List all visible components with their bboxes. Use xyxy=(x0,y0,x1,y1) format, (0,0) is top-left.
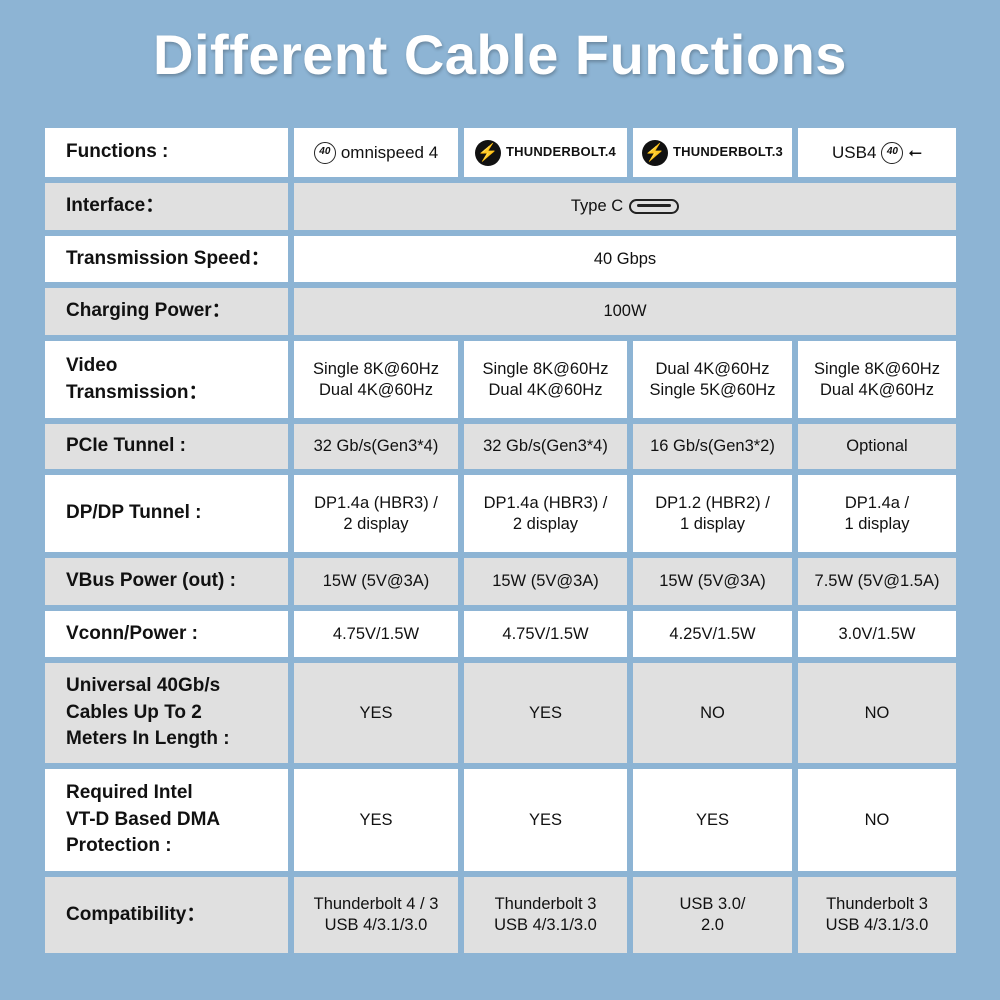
row-label-interface: Interface： xyxy=(45,183,288,230)
row-label-vbus-power-out: VBus Power (out) : xyxy=(45,558,288,605)
row-value-pcie-tunnel: 32 Gb/s(Gen3*4) xyxy=(294,424,458,469)
comparison-table: Functions : 40 omnispeed 4 ⚡ THUNDERBOLT.4… xyxy=(45,128,956,953)
row-value-dp-dp-tunnel: DP1.4a / 1 display xyxy=(798,475,956,552)
row-value-vbus-power-out: 15W (5V@3A) xyxy=(633,558,792,605)
row-label-charging-power: Charging Power： xyxy=(45,288,288,335)
row-value-dp-dp-tunnel: DP1.4a (HBR3) / 2 display xyxy=(464,475,627,552)
row-value-vconn-power: 4.75V/1.5W xyxy=(294,611,458,657)
omnispeed-logo-icon: 40 xyxy=(313,141,336,164)
row-value-vbus-power-out: 15W (5V@3A) xyxy=(294,558,458,605)
thunderbolt-icon: ⚡ xyxy=(475,139,501,166)
brand-name: THUNDERBOLT.4 xyxy=(506,144,616,160)
row-value-pcie-tunnel: 16 Gb/s(Gen3*2) xyxy=(633,424,792,469)
row-value-compatibility: Thunderbolt 4 / 3 USB 4/3.1/3.0 xyxy=(294,877,458,953)
brand-thunderbolt-3: ⚡ THUNDERBOLT.3 xyxy=(633,128,792,177)
row-label-vconn-power: Vconn/Power : xyxy=(45,611,288,657)
row-label-universal-40gb-s-cables-up-to-2-meters-in-length: Universal 40Gb/s Cables Up To 2 Meters I… xyxy=(45,663,288,763)
row-value-compatibility: Thunderbolt 3 USB 4/3.1/3.0 xyxy=(798,877,956,953)
brand-thunderbolt-4: ⚡ THUNDERBOLT.4 xyxy=(464,128,627,177)
row-value-pcie-tunnel: 32 Gb/s(Gen3*4) xyxy=(464,424,627,469)
value-text: Type C xyxy=(570,197,624,216)
brand-omnispeed: 40 omnispeed 4 xyxy=(294,128,458,177)
row-value-compatibility: Thunderbolt 3 USB 4/3.1/3.0 xyxy=(464,877,627,953)
brand-name: THUNDERBOLT.3 xyxy=(673,144,783,160)
row-value-pcie-tunnel: Optional xyxy=(798,424,956,469)
row-label-video-transmission: Video Transmission： xyxy=(45,341,288,418)
row-value-video-transmission: Single 8K@60Hz Dual 4K@60Hz xyxy=(294,341,458,418)
row-label-pcie-tunnel: PCIe Tunnel : xyxy=(45,424,288,469)
usb-trident-icon: ⭠ xyxy=(908,142,923,162)
row-value-required-intel-vt-d-based-dma-protection: YES xyxy=(633,769,792,871)
header-label: Functions : xyxy=(45,128,288,177)
row-label-compatibility: Compatibility： xyxy=(45,877,288,953)
usb4-40-logo-icon: 40 xyxy=(881,141,904,164)
row-value-universal-40gb-s-cables-up-to-2-meters-in-length: NO xyxy=(798,663,956,763)
row-value-required-intel-vt-d-based-dma-protection: YES xyxy=(294,769,458,871)
row-value-required-intel-vt-d-based-dma-protection: YES xyxy=(464,769,627,871)
row-value-video-transmission: Dual 4K@60Hz Single 5K@60Hz xyxy=(633,341,792,418)
row-value-vbus-power-out: 7.5W (5V@1.5A) xyxy=(798,558,956,605)
brand-usb4: USB4 40 ⭠ xyxy=(798,128,956,177)
row-value-universal-40gb-s-cables-up-to-2-meters-in-length: YES xyxy=(294,663,458,763)
row-value-video-transmission: Single 8K@60Hz Dual 4K@60Hz xyxy=(798,341,956,418)
thunderbolt-icon: ⚡ xyxy=(642,139,668,166)
page-title: Different Cable Functions xyxy=(153,23,847,86)
row-value-required-intel-vt-d-based-dma-protection: NO xyxy=(798,769,956,871)
row-value-dp-dp-tunnel: DP1.4a (HBR3) / 2 display xyxy=(294,475,458,552)
usb-c-port-icon xyxy=(629,199,680,214)
row-value-charging-power: 100W xyxy=(294,288,956,335)
row-value-vconn-power: 3.0V/1.5W xyxy=(798,611,956,657)
row-label-transmission-speed: Transmission Speed： xyxy=(45,236,288,282)
row-value-dp-dp-tunnel: DP1.2 (HBR2) / 1 display xyxy=(633,475,792,552)
brand-name: USB4 xyxy=(831,142,877,162)
brand-name: omnispeed 4 xyxy=(340,142,439,162)
row-value-vconn-power: 4.75V/1.5W xyxy=(464,611,627,657)
row-value-interface: Type C xyxy=(294,183,956,230)
row-label-dp-dp-tunnel: DP/DP Tunnel : xyxy=(45,475,288,552)
row-value-vbus-power-out: 15W (5V@3A) xyxy=(464,558,627,605)
row-value-video-transmission: Single 8K@60Hz Dual 4K@60Hz xyxy=(464,341,627,418)
row-value-transmission-speed: 40 Gbps xyxy=(294,236,956,282)
value-text: 100W xyxy=(603,302,647,321)
row-value-compatibility: USB 3.0/ 2.0 xyxy=(633,877,792,953)
row-label-required-intel-vt-d-based-dma-protection: Required Intel VT-D Based DMA Protection… xyxy=(45,769,288,871)
value-text: 40 Gbps xyxy=(593,249,657,268)
row-value-vconn-power: 4.25V/1.5W xyxy=(633,611,792,657)
row-value-universal-40gb-s-cables-up-to-2-meters-in-length: YES xyxy=(464,663,627,763)
row-value-universal-40gb-s-cables-up-to-2-meters-in-length: NO xyxy=(633,663,792,763)
